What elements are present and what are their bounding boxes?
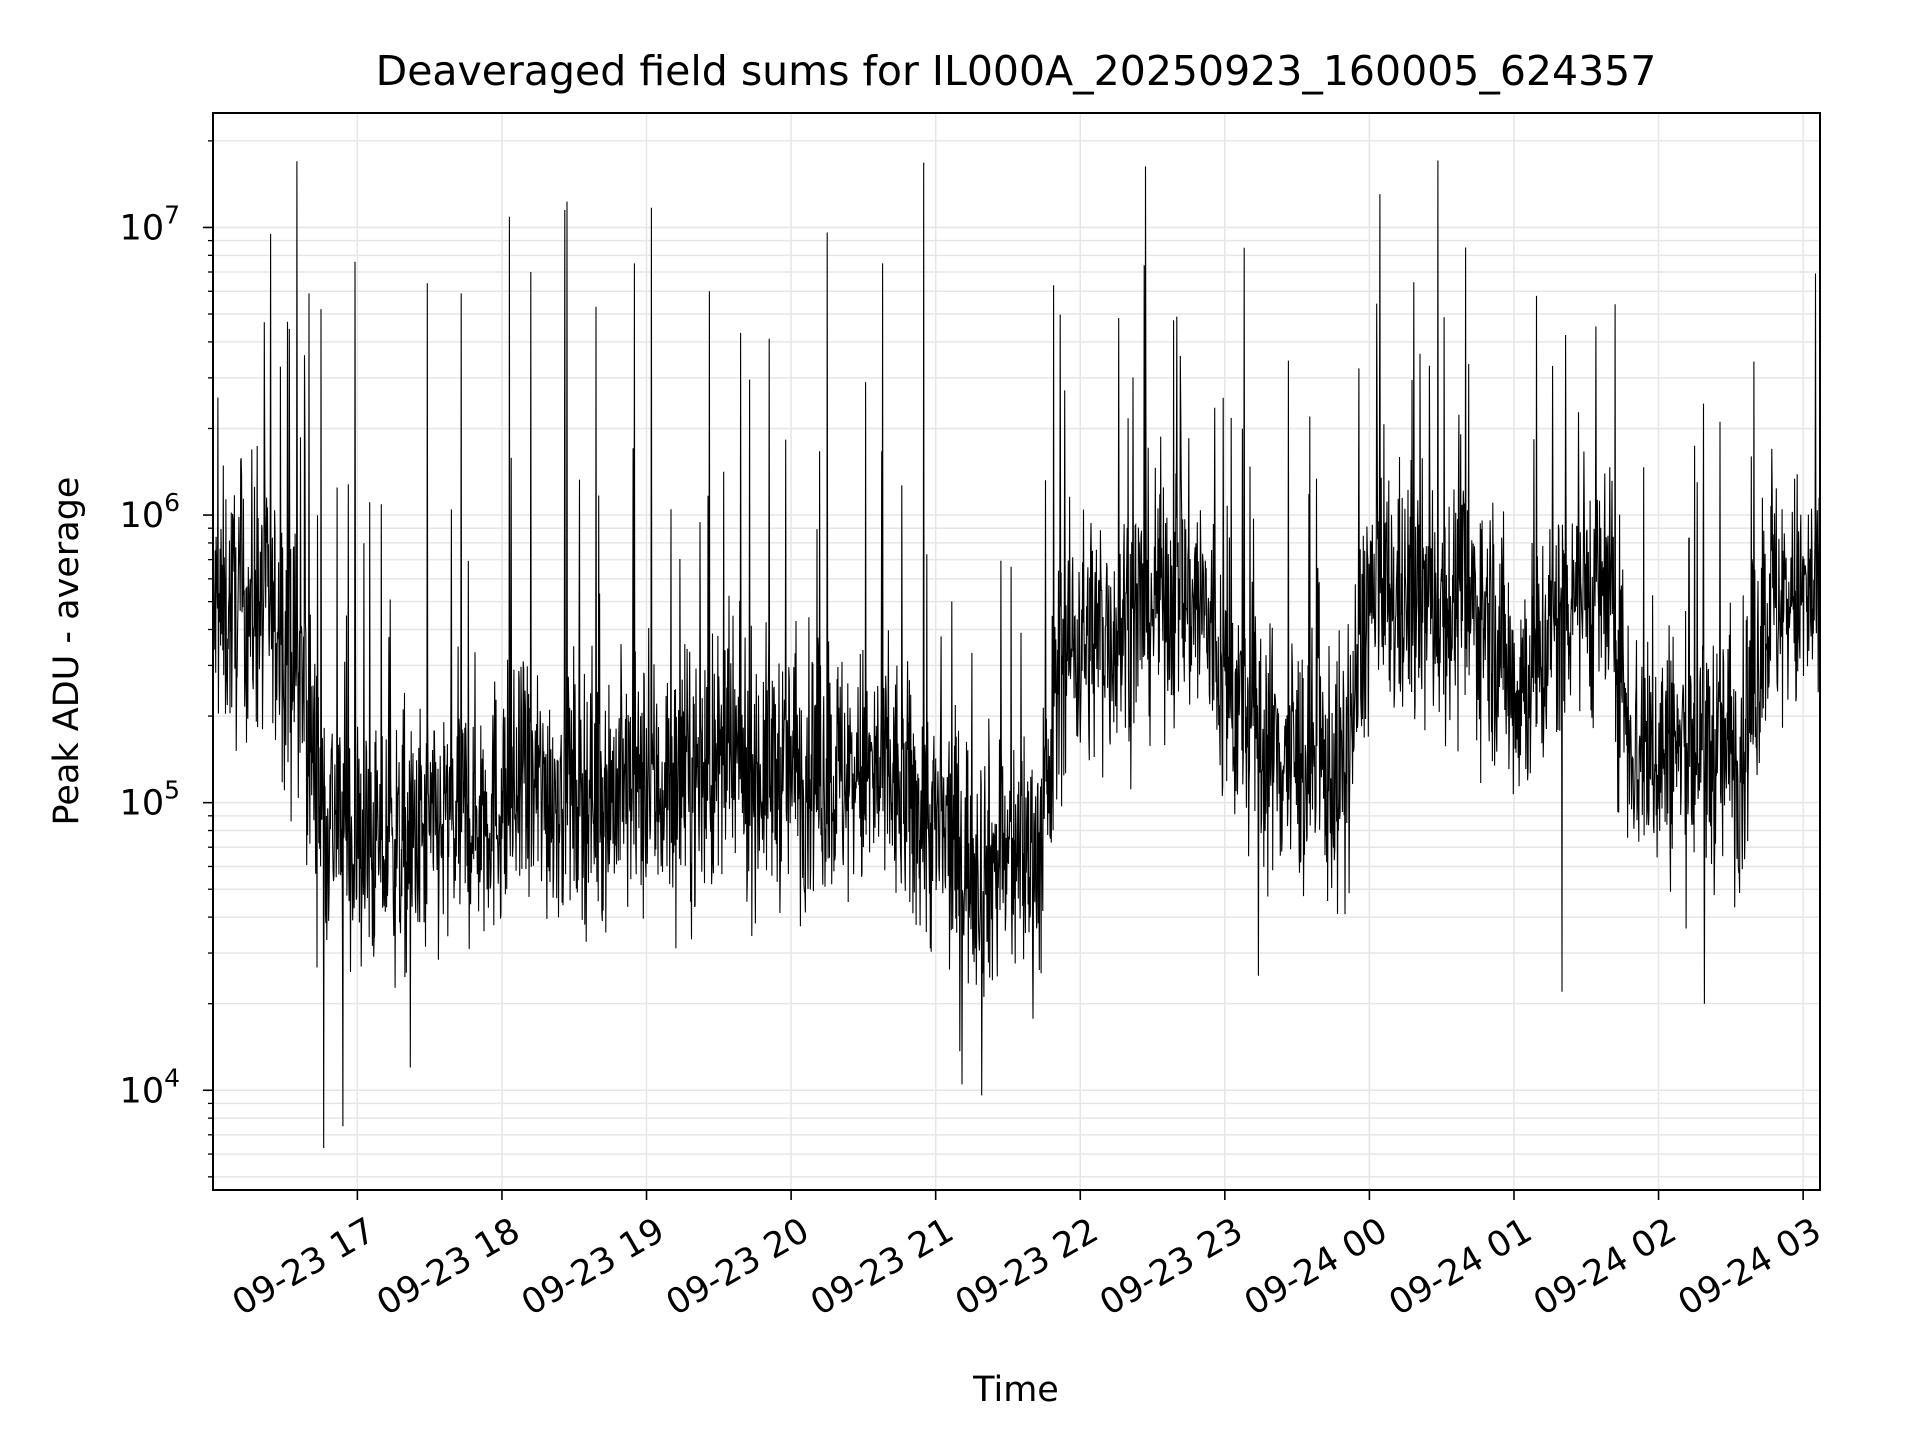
y-tick-label: 106 [120, 488, 180, 536]
y-axis-label: Peak ADU - average [47, 477, 87, 826]
chart-title: Deaveraged field sums for IL000A_2025092… [376, 47, 1657, 95]
plot-frame [212, 112, 1821, 1191]
x-axis-label: Time [972, 1370, 1059, 1410]
series-layer [212, 160, 1821, 1149]
series-line [212, 160, 1821, 1149]
